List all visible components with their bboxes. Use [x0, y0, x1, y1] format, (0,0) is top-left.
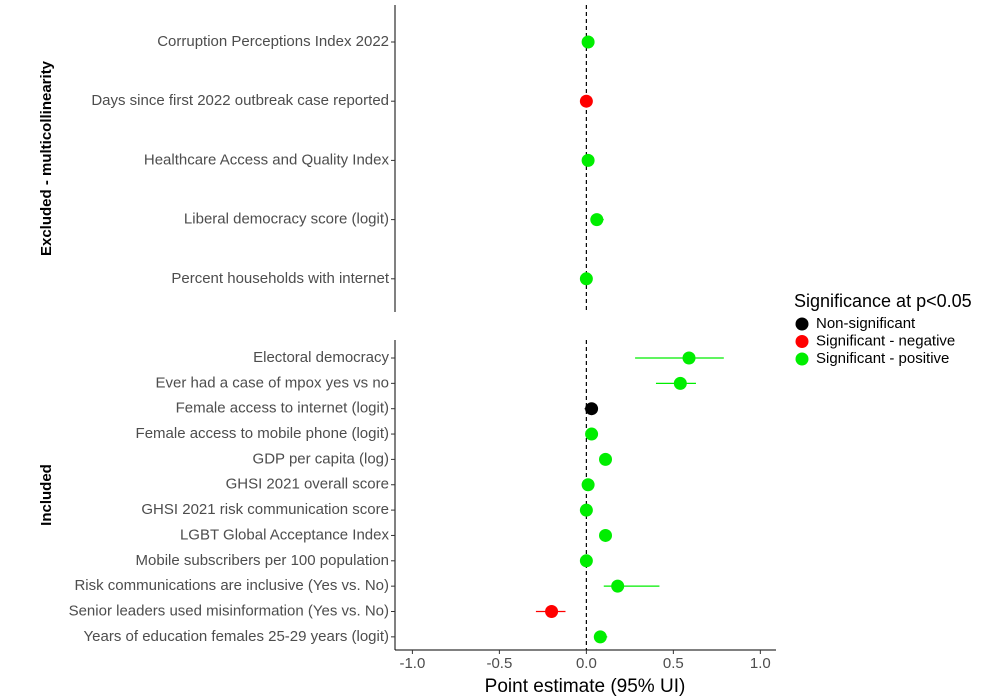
legend-swatch	[795, 317, 809, 331]
legend: Significance at p<0.05Non-significantSig…	[794, 291, 972, 367]
point-estimate	[593, 630, 607, 644]
x-axis-title: Point estimate (95% UI)	[485, 676, 686, 697]
variable-label: Healthcare Access and Quality Index	[144, 151, 390, 168]
variable-label: GDP per capita (log)	[253, 450, 389, 467]
x-tick-label: 0.5	[663, 655, 684, 672]
point-estimate	[599, 528, 613, 542]
variable-label: Female access to mobile phone (logit)	[136, 425, 389, 442]
point-estimate	[599, 452, 613, 466]
point-estimate	[579, 554, 593, 568]
point-estimate	[579, 272, 593, 286]
point-estimate	[581, 478, 595, 492]
point-estimate	[611, 579, 625, 593]
point-estimate	[590, 213, 604, 227]
legend-title: Significance at p<0.05	[794, 291, 972, 311]
point-estimate	[545, 605, 559, 618]
legend-swatch	[795, 352, 809, 366]
variable-label: Years of education females 25-29 years (…	[84, 628, 389, 645]
point-estimate	[673, 376, 687, 390]
variable-label: Corruption Perceptions Index 2022	[157, 33, 389, 50]
legend-entry-label: Significant - positive	[816, 350, 949, 367]
x-tick-label: -1.0	[399, 655, 425, 672]
x-tick-label: 0.0	[576, 655, 597, 672]
variable-label: Days since first 2022 outbreak case repo…	[91, 92, 389, 109]
panel: Excluded - multicollinearity Corruption P…	[38, 5, 604, 312]
variable-label: Mobile subscribers per 100 population	[136, 552, 389, 569]
panels-group: Excluded - multicollinearity Corruption P…	[38, 5, 724, 650]
variable-label: Percent households with internet	[171, 270, 389, 287]
panel-label: Included	[38, 464, 55, 526]
variable-label: GHSI 2021 risk communication score	[141, 501, 389, 518]
variable-label: Electoral democracy	[253, 349, 389, 366]
variable-label: Liberal democracy score (logit)	[184, 211, 389, 228]
point-estimate	[579, 503, 593, 517]
variable-label: LGBT Global Acceptance Index	[180, 526, 390, 543]
legend-entry-label: Significant - negative	[816, 332, 955, 349]
variable-label: Risk communications are inclusive (Yes v…	[74, 577, 389, 594]
panel: Included Electoral democracy Ever had a ca…	[38, 340, 724, 650]
point-estimate	[682, 351, 696, 365]
point-estimate	[585, 427, 599, 441]
point-estimate	[579, 94, 593, 108]
point-estimate	[585, 402, 599, 416]
point-estimate	[581, 35, 595, 49]
x-tick-label: -0.5	[486, 655, 512, 672]
x-axis: -1.0 -0.5 0.0 0.5 1.0	[395, 649, 776, 672]
point-estimate	[581, 153, 595, 167]
variable-label: Female access to internet (logit)	[176, 400, 389, 417]
panel-label: Excluded - multicollinearity	[38, 60, 55, 256]
legend-swatch	[795, 335, 809, 348]
variable-label: GHSI 2021 overall score	[226, 476, 389, 493]
variable-label: Ever had a case of mpox yes vs no	[156, 374, 389, 391]
variable-label: Senior leaders used misinformation (Yes …	[69, 602, 389, 619]
x-tick-label: 1.0	[750, 655, 771, 672]
legend-entry-label: Non-significant	[816, 315, 916, 332]
